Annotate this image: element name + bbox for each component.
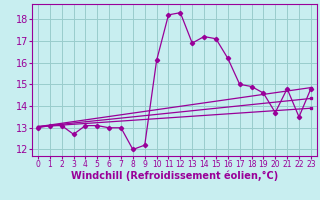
X-axis label: Windchill (Refroidissement éolien,°C): Windchill (Refroidissement éolien,°C) bbox=[71, 171, 278, 181]
